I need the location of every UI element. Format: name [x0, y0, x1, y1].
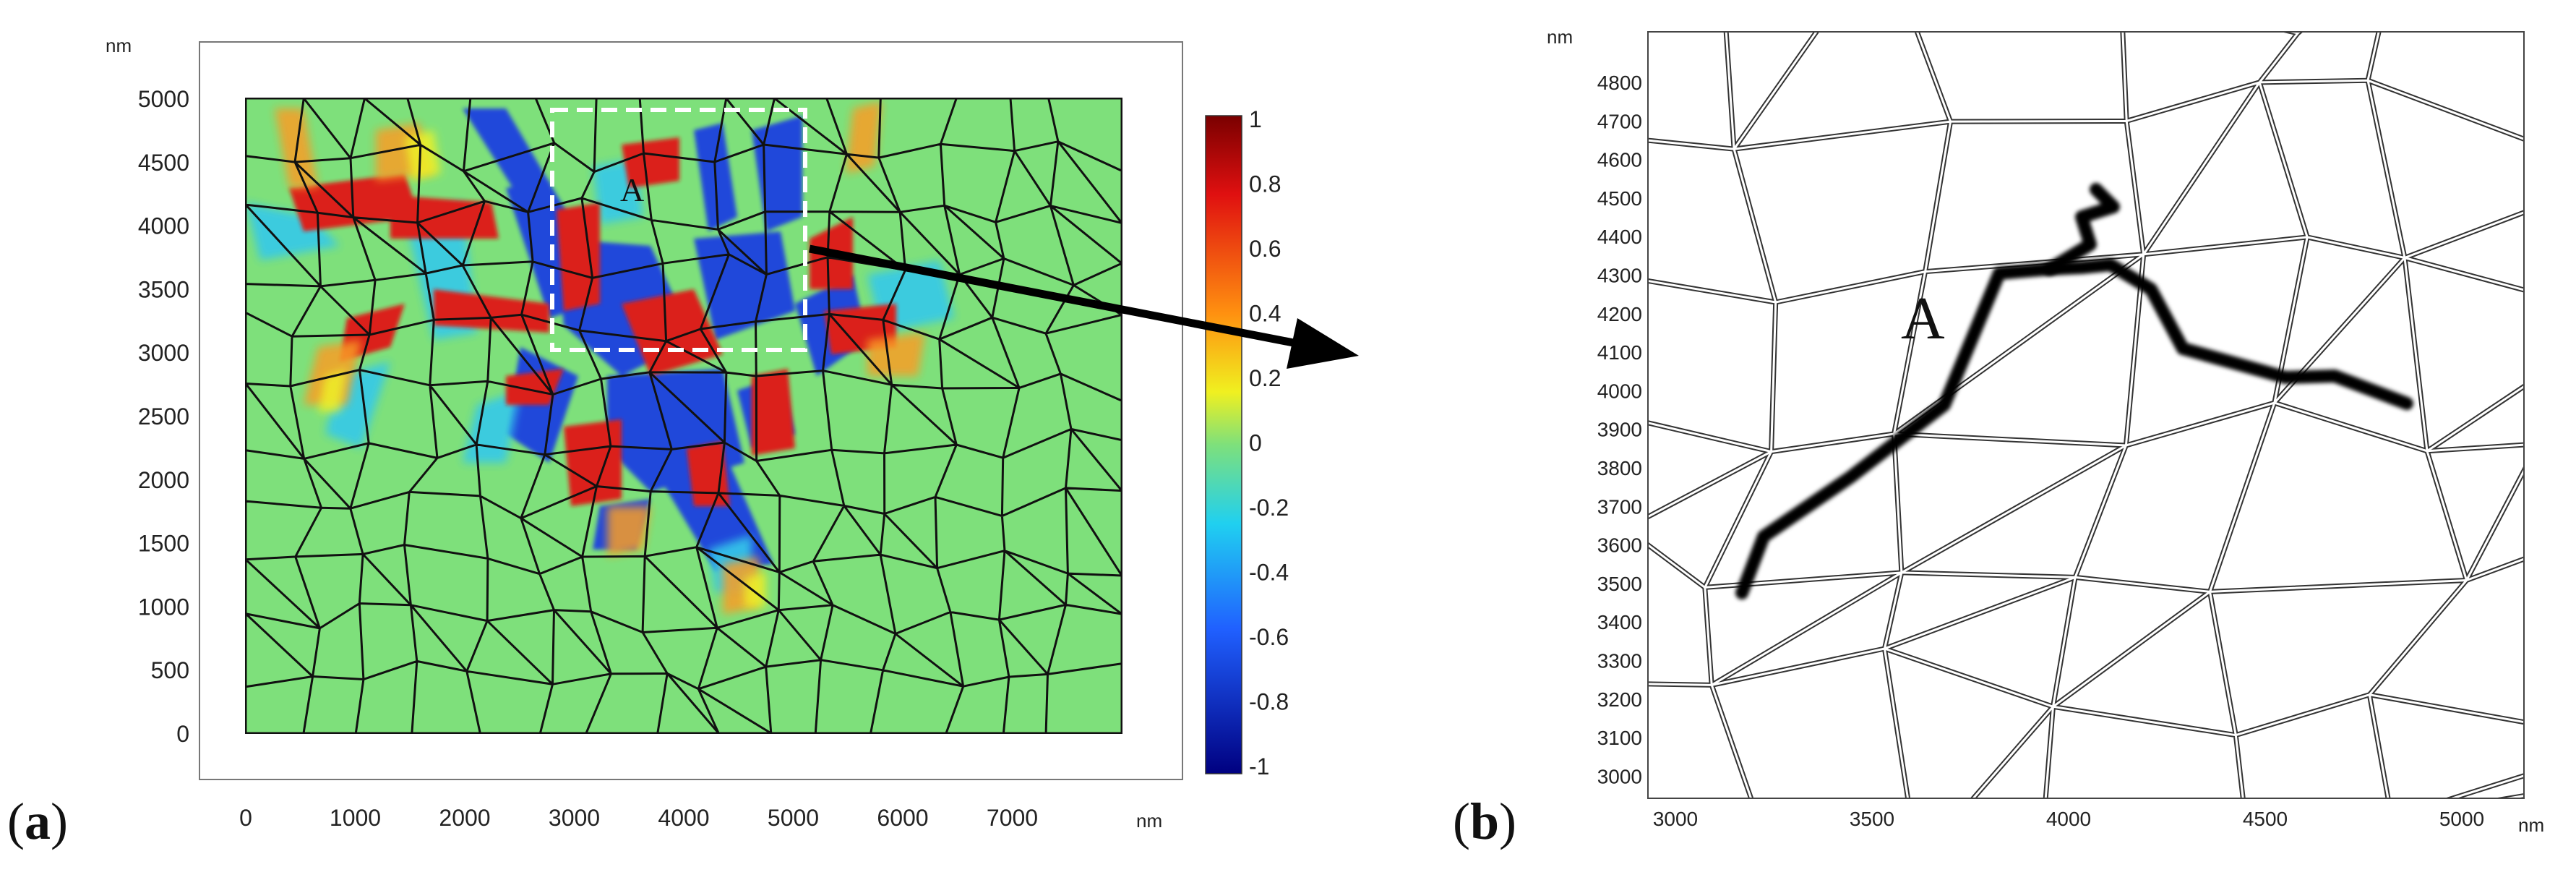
x-tick-label: 4500 — [2243, 808, 2288, 830]
panel-b-plot-area — [1648, 32, 2524, 798]
panel-a-label: (a) — [7, 793, 68, 850]
colorbar-tick-label: 0 — [1249, 430, 1262, 456]
y-tick-label: 3500 — [138, 276, 189, 302]
y-tick-label: 3000 — [138, 340, 189, 366]
panel-b-crack-label: A — [1901, 285, 1945, 352]
colorbar-tick-labels: 1 0.8 0.6 0.4 0.2 0 -0.2 -0.4 -0.6 -0.8 -1 — [1249, 106, 1289, 779]
colorbar-tick-label: -0.4 — [1249, 560, 1289, 586]
panel-a-stress-field — [246, 101, 954, 615]
colorbar-tick-label: -0.8 — [1249, 689, 1289, 715]
y-tick-label: 3500 — [1597, 573, 1642, 595]
panel-b-y-unit: nm — [1547, 26, 1573, 48]
y-tick-label: 4000 — [138, 213, 189, 239]
x-tick-label: 6000 — [877, 805, 928, 831]
panel-a-y-unit: nm — [106, 35, 132, 56]
y-tick-label: 3700 — [1597, 495, 1642, 518]
y-tick-label: 3000 — [1597, 765, 1642, 787]
colorbar — [1205, 115, 1242, 774]
y-tick-label: 3400 — [1597, 611, 1642, 633]
y-tick-label: 4300 — [1597, 265, 1642, 287]
x-tick-label: 3500 — [1850, 808, 1894, 830]
panel-b-label: (b) — [1453, 793, 1516, 850]
x-tick-label: 7000 — [987, 805, 1038, 831]
colorbar-tick-label: 0.6 — [1249, 236, 1281, 262]
panel-b-x-unit: nm — [2518, 814, 2544, 836]
x-tick-label: 2000 — [439, 805, 490, 831]
y-tick-label: 4800 — [1597, 72, 1642, 94]
y-tick-label: 3300 — [1597, 650, 1642, 672]
crack-path — [1735, 183, 2413, 599]
y-tick-label: 4500 — [1597, 187, 1642, 210]
colorbar-tick-label: -1 — [1249, 753, 1269, 779]
y-tick-label: 3800 — [1597, 457, 1642, 479]
y-tick-label: 3100 — [1597, 727, 1642, 749]
y-tick-label: 4200 — [1597, 303, 1642, 325]
y-tick-label: 4100 — [1597, 341, 1642, 364]
x-tick-label: 3000 — [1653, 808, 1698, 830]
y-tick-label: 0 — [176, 721, 189, 747]
y-tick-label: 500 — [151, 657, 189, 683]
panel-b-grain-boundaries — [1648, 32, 2524, 798]
x-tick-label: 5000 — [768, 805, 819, 831]
zoom-arrow — [808, 244, 1359, 369]
panel-b: A 4800 4700 4600 4500 4400 4300 4200 4100 4000 39… — [1453, 26, 2544, 850]
colorbar-tick-label: -0.6 — [1249, 624, 1289, 650]
colorbar-tick-label: 0.4 — [1249, 301, 1281, 327]
y-tick-label: 4600 — [1597, 149, 1642, 171]
x-tick-label: 5000 — [2439, 808, 2484, 830]
panel-a-axes-frame — [199, 41, 1183, 780]
x-tick-label: 4000 — [658, 805, 709, 831]
colorbar-tick-label: 0.2 — [1249, 365, 1281, 391]
x-tick-label: 0 — [239, 805, 252, 831]
zoom-region-box — [550, 108, 807, 352]
y-tick-label: 4500 — [138, 150, 189, 176]
panel-a-x-tick-labels: 0 1000 2000 3000 4000 5000 6000 7000 — [239, 805, 1038, 831]
colorbar-tick-label: 0.8 — [1249, 171, 1281, 197]
panel-a-crack-label: A — [620, 171, 644, 208]
y-tick-label: 2500 — [138, 403, 189, 430]
y-tick-label: 4700 — [1597, 110, 1642, 132]
y-tick-label: 5000 — [138, 86, 189, 112]
panel-b-x-tick-labels: 3000 3500 4000 4500 5000 — [1653, 808, 2484, 830]
x-tick-label: 3000 — [549, 805, 600, 831]
panel-a-x-unit: nm — [1136, 810, 1162, 832]
colorbar-tick-label: 1 — [1249, 106, 1262, 132]
y-tick-label: 3200 — [1597, 688, 1642, 711]
panel-b-y-tick-labels: 4800 4700 4600 4500 4400 4300 4200 4100 4000 3900… — [1597, 72, 1642, 787]
y-tick-label: 1500 — [138, 531, 189, 557]
colorbar-tick-label: -0.2 — [1249, 495, 1289, 521]
x-tick-label: 1000 — [330, 805, 381, 831]
x-tick-label: 4000 — [2046, 808, 2091, 830]
panel-a-grain-boundaries — [246, 98, 1122, 733]
panel-a: A 50004500400035003000250020001500100050… — [7, 35, 1289, 850]
y-tick-label: 2000 — [138, 467, 189, 493]
y-tick-label: 4400 — [1597, 226, 1642, 248]
y-tick-label: 3600 — [1597, 534, 1642, 557]
y-tick-label: 3900 — [1597, 419, 1642, 441]
y-tick-label: 1000 — [138, 594, 189, 620]
y-tick-label: 4000 — [1597, 380, 1642, 402]
